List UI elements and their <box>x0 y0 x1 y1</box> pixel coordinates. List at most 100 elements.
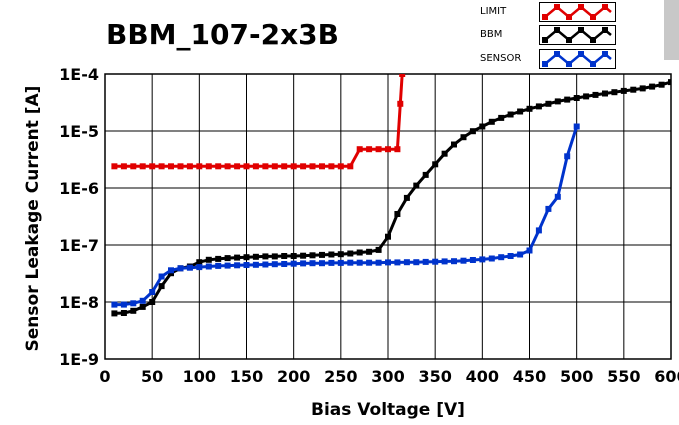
data-point-sensor <box>337 259 344 266</box>
data-point-limit <box>281 163 288 170</box>
x-tick-label: 350 <box>418 367 451 386</box>
legend-swatch-marker <box>542 37 548 43</box>
x-tick-label: 250 <box>324 367 357 386</box>
data-point-sensor <box>394 259 401 266</box>
data-point-bbm <box>300 252 307 259</box>
data-point-sensor <box>469 257 476 263</box>
x-tick-label: 500 <box>560 367 593 386</box>
data-point-bbm <box>243 254 250 261</box>
data-point-limit <box>111 163 118 170</box>
data-point-sensor <box>526 247 533 254</box>
data-point-bbm <box>620 87 627 94</box>
data-point-bbm <box>592 91 599 98</box>
x-tick-label: 600 <box>654 367 679 386</box>
legend-label-sensor: SENSOR <box>480 53 522 64</box>
plot-area <box>104 73 672 360</box>
data-point-limit <box>252 163 259 170</box>
data-point-bbm <box>111 310 118 317</box>
data-point-bbm <box>460 134 467 141</box>
x-tick-label: 550 <box>607 367 640 386</box>
legend-swatch-marker <box>602 27 608 33</box>
data-point-sensor <box>111 301 118 308</box>
series-line-limit <box>114 74 404 168</box>
data-point-sensor <box>385 259 391 266</box>
data-point-sensor <box>441 258 448 265</box>
data-point-limit <box>196 163 203 170</box>
data-point-sensor <box>130 300 137 307</box>
legend-swatch-marker <box>590 14 596 20</box>
data-point-limit <box>375 146 382 153</box>
data-point-sensor <box>252 261 259 268</box>
data-point-limit <box>300 163 307 170</box>
data-point-bbm <box>498 114 505 121</box>
data-point-limit <box>205 163 212 170</box>
data-point-sensor <box>422 258 429 265</box>
data-point-sensor <box>554 193 561 200</box>
data-point-limit <box>399 74 406 77</box>
series-layer <box>111 74 671 317</box>
data-point-limit <box>262 163 269 170</box>
series-line-bbm <box>114 80 671 315</box>
y-tick-label: 1E-6 <box>59 179 99 198</box>
y-tick-label: 1E-9 <box>59 350 99 369</box>
data-point-limit <box>158 163 165 170</box>
data-point-bbm <box>319 251 325 258</box>
data-point-sensor <box>479 256 486 263</box>
legend-item-limit: LIMIT <box>470 2 620 22</box>
legend-swatch-marker <box>602 51 608 57</box>
data-point-bbm <box>120 310 127 316</box>
data-point-sensor <box>177 265 184 272</box>
data-point-bbm <box>554 98 561 105</box>
y-tick-label: 1E-4 <box>59 65 99 84</box>
legend-swatch-marker <box>542 14 548 20</box>
data-point-bbm <box>545 100 552 107</box>
data-point-bbm <box>252 253 259 260</box>
data-point-bbm <box>290 253 297 259</box>
data-point-bbm <box>649 83 656 90</box>
legend-swatch-marker <box>566 61 572 67</box>
data-point-bbm <box>130 307 137 314</box>
data-point-bbm <box>394 211 401 217</box>
data-point-sensor <box>498 254 505 261</box>
data-point-limit <box>397 100 404 107</box>
legend-swatch-marker <box>566 37 572 43</box>
data-point-bbm <box>196 259 203 266</box>
data-point-bbm <box>215 255 222 262</box>
data-point-bbm <box>602 90 608 97</box>
legend-swatch-marker <box>554 51 560 57</box>
x-tick-label: 100 <box>183 367 216 386</box>
data-point-limit <box>215 163 222 170</box>
data-point-sensor <box>432 258 439 265</box>
legend-swatch-marker <box>590 61 596 67</box>
chart-title: BBM_107-2x3B <box>106 18 339 51</box>
data-point-sensor <box>234 262 241 269</box>
data-point-limit <box>243 163 250 170</box>
legend-swatch-sensor <box>539 49 616 69</box>
legend-swatch-marker <box>578 51 584 57</box>
legend-swatch-marker <box>566 14 572 20</box>
data-point-sensor <box>403 259 410 266</box>
data-point-sensor <box>309 260 316 267</box>
legend-swatch-marker <box>554 4 560 10</box>
data-point-bbm <box>639 85 646 92</box>
data-point-bbm <box>281 253 288 259</box>
data-point-sensor <box>507 253 514 259</box>
data-point-sensor <box>460 257 467 264</box>
data-point-bbm <box>422 171 429 178</box>
data-point-sensor <box>158 273 165 280</box>
data-point-sensor <box>517 251 524 258</box>
data-point-bbm <box>451 141 457 148</box>
data-point-bbm <box>526 105 533 112</box>
data-point-limit <box>130 163 137 170</box>
data-point-limit <box>186 163 193 170</box>
legend-item-sensor: SENSOR <box>470 49 620 69</box>
data-point-bbm <box>535 103 542 110</box>
data-point-limit <box>177 163 184 170</box>
data-point-bbm <box>413 182 420 189</box>
data-point-limit <box>309 163 316 170</box>
data-point-bbm <box>564 96 571 103</box>
data-point-limit <box>319 163 325 170</box>
data-point-sensor <box>375 259 382 266</box>
x-tick-label: 0 <box>99 367 110 386</box>
data-point-bbm <box>630 86 637 93</box>
